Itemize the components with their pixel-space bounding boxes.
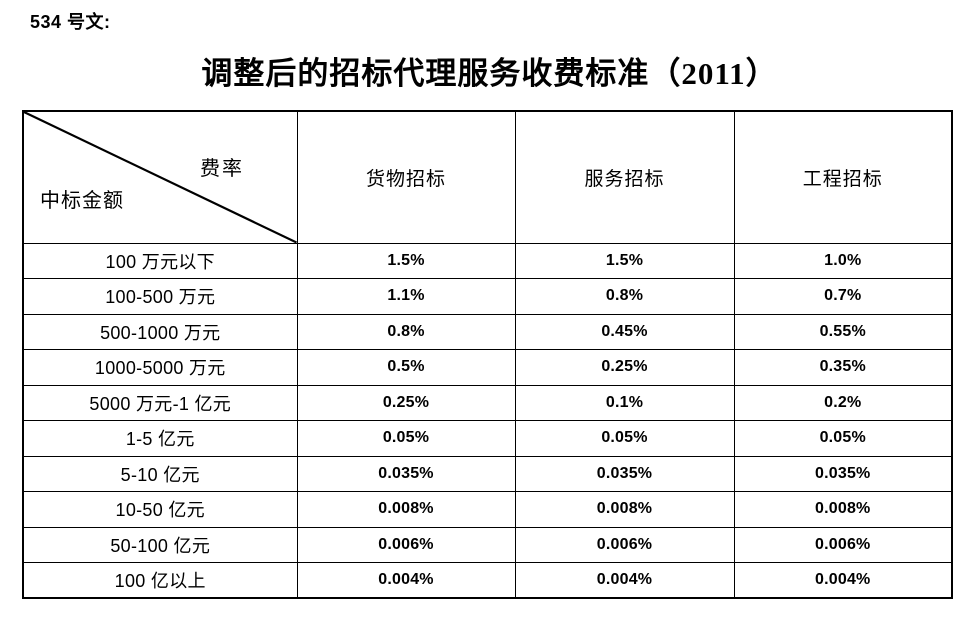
engineering-rate: 0.55% bbox=[733, 313, 953, 350]
diagonal-corner-cell: 费率 中标金额 bbox=[22, 110, 298, 244]
service-rate: 0.05% bbox=[514, 420, 735, 457]
table-row: 100 万元以下 1.5% 1.5% 1.0% bbox=[22, 242, 953, 279]
column-header-engineering: 工程招标 bbox=[733, 110, 953, 244]
table-row: 10-50 亿元 0.008% 0.008% 0.008% bbox=[22, 491, 953, 528]
column-header-goods: 货物招标 bbox=[296, 110, 516, 244]
service-rate: 0.008% bbox=[514, 491, 735, 528]
amount-range: 500-1000 万元 bbox=[22, 313, 298, 350]
service-rate: 0.1% bbox=[514, 384, 735, 421]
service-rate: 0.035% bbox=[514, 455, 735, 492]
amount-range: 100 万元以下 bbox=[22, 242, 298, 279]
engineering-rate: 0.05% bbox=[733, 420, 953, 457]
service-rate: 0.006% bbox=[514, 526, 735, 563]
goods-rate: 0.25% bbox=[296, 384, 516, 421]
engineering-rate: 0.2% bbox=[733, 384, 953, 421]
table-row: 100-500 万元 1.1% 0.8% 0.7% bbox=[22, 278, 953, 315]
amount-range: 1000-5000 万元 bbox=[22, 349, 298, 386]
engineering-rate: 0.035% bbox=[733, 455, 953, 492]
table-row: 500-1000 万元 0.8% 0.45% 0.55% bbox=[22, 313, 953, 350]
service-rate: 0.004% bbox=[514, 562, 735, 599]
goods-rate: 0.004% bbox=[296, 562, 516, 599]
engineering-rate: 0.004% bbox=[733, 562, 953, 599]
column-header-service: 服务招标 bbox=[514, 110, 735, 244]
table-row: 5000 万元-1 亿元 0.25% 0.1% 0.2% bbox=[22, 384, 953, 421]
goods-rate: 0.008% bbox=[296, 491, 516, 528]
service-rate: 1.5% bbox=[514, 242, 735, 279]
table-row: 1-5 亿元 0.05% 0.05% 0.05% bbox=[22, 420, 953, 457]
doc-number-label: 534 号文: bbox=[30, 12, 111, 32]
table-row: 5-10 亿元 0.035% 0.035% 0.035% bbox=[22, 455, 953, 492]
amount-range: 10-50 亿元 bbox=[22, 491, 298, 528]
corner-label-rate: 费率 bbox=[200, 158, 244, 180]
service-rate: 0.45% bbox=[514, 313, 735, 350]
amount-range: 5-10 亿元 bbox=[22, 455, 298, 492]
goods-rate: 0.05% bbox=[296, 420, 516, 457]
goods-rate: 0.035% bbox=[296, 455, 516, 492]
amount-range: 50-100 亿元 bbox=[22, 526, 298, 563]
service-rate: 0.8% bbox=[514, 278, 735, 315]
fee-rate-table: 费率 中标金额 货物招标 服务招标 工程招标 100 万元以下 1.5% 1.5… bbox=[22, 110, 953, 599]
engineering-rate: 0.008% bbox=[733, 491, 953, 528]
amount-range: 1-5 亿元 bbox=[22, 420, 298, 457]
table-row: 1000-5000 万元 0.5% 0.25% 0.35% bbox=[22, 349, 953, 386]
engineering-rate: 0.006% bbox=[733, 526, 953, 563]
amount-range: 100-500 万元 bbox=[22, 278, 298, 315]
table-row: 50-100 亿元 0.006% 0.006% 0.006% bbox=[22, 526, 953, 563]
engineering-rate: 1.0% bbox=[733, 242, 953, 279]
page-title: 调整后的招标代理服务收费标准（2011） bbox=[201, 56, 778, 91]
engineering-rate: 0.7% bbox=[733, 278, 953, 315]
table-row: 100 亿以上 0.004% 0.004% 0.004% bbox=[22, 562, 953, 599]
engineering-rate: 0.35% bbox=[733, 349, 953, 386]
goods-rate: 0.8% bbox=[296, 313, 516, 350]
goods-rate: 1.5% bbox=[296, 242, 516, 279]
amount-range: 100 亿以上 bbox=[22, 562, 298, 599]
service-rate: 0.25% bbox=[514, 349, 735, 386]
goods-rate: 0.5% bbox=[296, 349, 516, 386]
goods-rate: 0.006% bbox=[296, 526, 516, 563]
diagonal-divider-line bbox=[24, 112, 297, 243]
table-header-row: 费率 中标金额 货物招标 服务招标 工程招标 bbox=[22, 110, 953, 244]
amount-range: 5000 万元-1 亿元 bbox=[22, 384, 298, 421]
goods-rate: 1.1% bbox=[296, 278, 516, 315]
corner-label-amount: 中标金额 bbox=[40, 190, 124, 212]
